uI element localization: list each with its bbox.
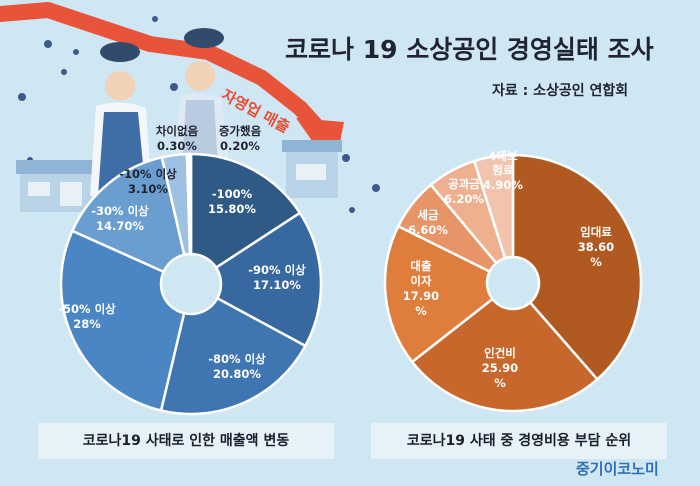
- revenue-slice-label-2-0: -80% 이상: [208, 352, 266, 366]
- cost-slice-label-4-0: 공과금: [448, 177, 480, 191]
- revenue-slice-label-3-1: 28%: [73, 317, 101, 331]
- cost-slice-label-0-0: 임대료: [580, 225, 612, 239]
- revenue-slice-label-4-0: -30% 이상: [91, 204, 149, 218]
- cost-slice-label-4-1: 6.20%: [444, 192, 484, 206]
- merchant-figures-illustration: [90, 28, 232, 200]
- revenue-slice-label-5-1: 3.10%: [128, 182, 168, 196]
- revenue-slice-label-7-1: 0.20%: [220, 139, 260, 153]
- revenue-slice-4: [70, 155, 186, 274]
- cost-slice-label-3-0: 세금: [417, 208, 439, 222]
- chart-caption-revenue-change: 코로나19 사태로 인한 매출액 변동: [38, 423, 334, 459]
- cost-slice-label-0-2: %: [590, 255, 602, 269]
- revenue-slice-label-0-1: 15.80%: [208, 202, 256, 216]
- page-title: 코로나 19 소상공인 경영실태 조사: [285, 35, 654, 64]
- revenue-slice-label-1-0: -90% 이상: [248, 263, 306, 277]
- revenue-slice-1: [214, 211, 323, 348]
- cost-slice-label-2-0: 대출: [410, 259, 432, 273]
- cost-slice-label-1-2: %: [494, 376, 506, 390]
- storefront-illustration: [16, 140, 342, 212]
- cost-slice-label-2-3: %: [415, 304, 427, 318]
- brand-logo: 중기이코노미: [576, 460, 659, 478]
- cost-slice-label-3-1: 6.60%: [408, 223, 448, 237]
- revenue-slice-label-2-1: 20.80%: [213, 367, 261, 381]
- revenue-slice-label-3-0: -50% 이상: [58, 302, 116, 316]
- cost-slice-label-2-2: 17.90: [403, 289, 439, 303]
- cost-slice-label-0-1: 38.60: [578, 240, 614, 254]
- cost-slice-0: [511, 153, 643, 382]
- source-note: 자료 : 소상공인 연합회: [492, 83, 629, 99]
- cost-slice-label-2-1: 이자: [410, 274, 432, 288]
- revenue-slice-label-6-1: 0.30%: [157, 139, 197, 153]
- cost-slice-label-1-0: 인건비: [484, 346, 516, 360]
- revenue-slice-label-4-1: 14.70%: [96, 219, 144, 233]
- revenue-slice-label-6-0: 차이없음: [156, 124, 199, 138]
- cost-slice-label-1-1: 25.90: [482, 361, 518, 375]
- cost-slice-label-5-2: 4.90%: [483, 178, 523, 192]
- revenue-slice-3: [59, 229, 186, 413]
- revenue-slice-label-5-0: -10% 이상: [119, 167, 177, 181]
- revenue-slice-label-1-1: 17.10%: [253, 278, 301, 292]
- revenue-slice-2: [159, 296, 308, 416]
- cost-slice-5: [472, 153, 515, 260]
- chart-caption-cost-burden: 코로나19 사태 중 경영비용 부담 순위: [371, 423, 667, 459]
- revenue-slice-7: [188, 152, 193, 256]
- virus-icon: [18, 16, 380, 213]
- cost-slice-label-5-0: 4대보: [488, 149, 518, 163]
- cost-slice-label-5-1: 험료: [492, 163, 514, 177]
- revenue-slice-label-7-0: 증가했음: [219, 124, 262, 138]
- revenue-slice-0: [189, 152, 302, 270]
- revenue-slice-label-0-0: -100%: [212, 187, 253, 201]
